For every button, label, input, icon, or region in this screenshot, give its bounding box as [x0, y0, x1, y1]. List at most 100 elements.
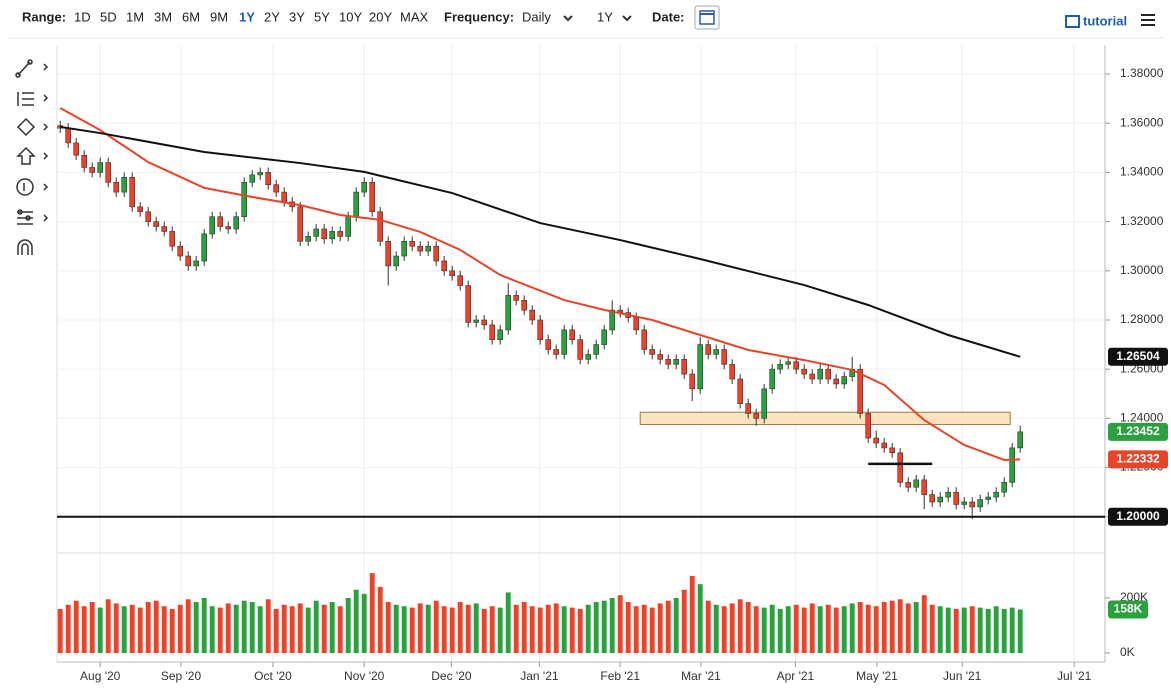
candle-body — [233, 216, 239, 230]
candle-body — [489, 324, 495, 340]
date-label: Date: — [652, 9, 685, 24]
price-tag-label: 1.20000 — [1116, 509, 1160, 523]
candle-body — [337, 231, 343, 237]
candle-body — [633, 317, 639, 331]
candle-body — [961, 501, 967, 505]
volume-bar — [513, 604, 519, 653]
range-button[interactable]: 3M — [154, 9, 172, 24]
candle-body — [729, 363, 735, 380]
volume-bar — [185, 599, 191, 653]
volume-tick-label: 0K — [1120, 645, 1135, 659]
candle-body — [329, 231, 335, 240]
candle-body — [137, 206, 143, 213]
period-select[interactable]: 1Y — [597, 9, 613, 24]
volume-bar — [233, 604, 239, 653]
drawing-tools[interactable] — [15, 59, 49, 255]
tutorial-text[interactable]: tutorial — [1083, 13, 1127, 28]
y-tick-label: 1.38000 — [1120, 66, 1164, 80]
range-button[interactable]: 6M — [182, 9, 200, 24]
range-button[interactable]: 1Y — [239, 9, 255, 24]
volume-bar — [553, 603, 559, 653]
volume-bar — [321, 604, 327, 653]
candle-body — [313, 228, 319, 237]
candle-body — [713, 349, 719, 355]
volume-bar — [369, 573, 375, 653]
frequency-select[interactable]: Daily — [522, 9, 551, 24]
volume-bar — [361, 593, 367, 653]
candle-body — [169, 231, 175, 247]
calendar-button[interactable] — [694, 5, 720, 30]
candle-body — [649, 349, 655, 355]
range-button[interactable]: 5Y — [314, 9, 330, 24]
price-tag — [1108, 347, 1168, 366]
range-button[interactable]: 1M — [126, 9, 144, 24]
candle-body — [561, 329, 567, 355]
candle-body — [809, 373, 815, 380]
candle-body — [1017, 431, 1023, 449]
tutorial-link[interactable]: tutorial — [1065, 13, 1127, 28]
volume-bar — [921, 595, 927, 653]
volume-bar — [481, 608, 487, 653]
frequency-label: Frequency: — [444, 9, 514, 24]
volume-bar — [665, 600, 671, 653]
candle-body — [193, 260, 199, 267]
candle-body — [161, 226, 167, 232]
volume-bar — [857, 602, 863, 653]
candle-body — [121, 177, 127, 193]
volume-bar — [961, 607, 967, 653]
range-button[interactable]: 10Y — [339, 9, 362, 24]
candle-body — [545, 339, 551, 350]
candle-body — [297, 206, 303, 242]
volume-bar — [977, 607, 983, 653]
range-button[interactable]: MAX — [400, 9, 429, 24]
range-button[interactable]: 1D — [74, 9, 91, 24]
volume-bar — [249, 602, 255, 653]
volume-bar — [633, 606, 639, 653]
candle-body — [593, 344, 599, 355]
volume-bar — [561, 606, 567, 653]
volume-bar — [833, 607, 839, 653]
candle-body — [705, 344, 711, 355]
volume-bar — [1001, 608, 1007, 653]
price-tag-label: 1.23452 — [1116, 424, 1160, 438]
moving-average — [60, 125, 1021, 358]
y-tick-label: 1.34000 — [1120, 165, 1164, 179]
volume-bar — [449, 607, 455, 653]
candle-body — [673, 359, 679, 365]
candle-body — [913, 479, 919, 488]
range-button[interactable]: 5D — [100, 9, 117, 24]
volume-bar — [473, 603, 479, 653]
volume-bar — [97, 607, 103, 653]
candle-body — [905, 482, 911, 488]
x-tick-label: Oct '20 — [254, 669, 292, 683]
candle-body — [769, 368, 775, 390]
volume-bar — [137, 607, 143, 653]
candle-body — [1009, 447, 1015, 483]
y-tick-label: 1.24000 — [1120, 411, 1164, 425]
volume-bar — [457, 602, 463, 653]
x-tick-label: Jul '21 — [1057, 669, 1092, 683]
range-button[interactable]: 2Y — [264, 9, 280, 24]
volume-bar — [417, 603, 423, 653]
volume-bar — [641, 604, 647, 653]
volume-bar — [713, 604, 719, 653]
x-tick-label: Sep '20 — [161, 669, 202, 683]
volume-bar — [729, 603, 735, 653]
candle-body — [865, 413, 871, 439]
volume-bar — [545, 604, 551, 653]
volume-bar — [649, 607, 655, 653]
volume-bar — [89, 602, 95, 653]
volume-bar — [65, 604, 71, 653]
range-button[interactable]: 9M — [210, 9, 228, 24]
range-button[interactable]: 20Y — [369, 9, 392, 24]
x-tick-label: Nov '20 — [344, 669, 385, 683]
volume-bar — [865, 604, 871, 653]
x-tick-label: Jan '21 — [520, 669, 559, 683]
candle-body — [353, 191, 359, 217]
candle-body — [745, 403, 751, 414]
candle-body — [153, 221, 159, 227]
volume-bar — [129, 604, 135, 653]
menu-button[interactable] — [1141, 14, 1155, 26]
range-button[interactable]: 3Y — [289, 9, 305, 24]
x-tick-label: May '21 — [856, 669, 898, 683]
